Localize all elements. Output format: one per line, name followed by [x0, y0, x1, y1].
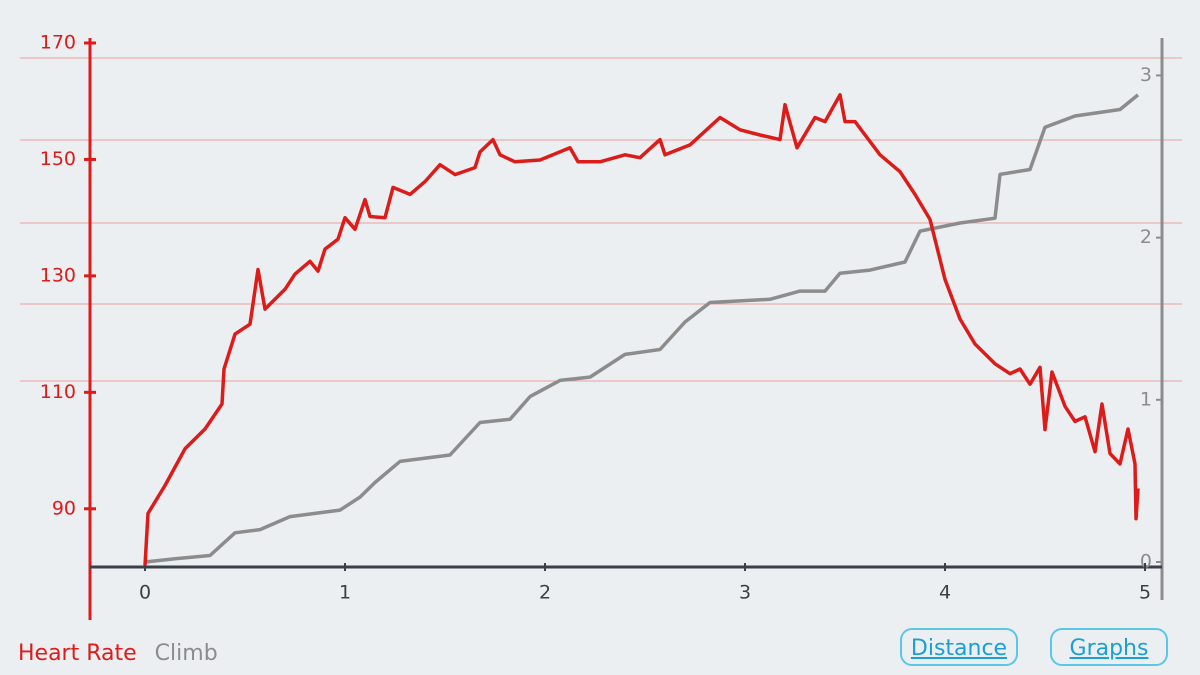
y2-tick-label: 1: [1140, 388, 1152, 410]
y2-tick-label: 0: [1140, 551, 1152, 573]
legend-label: Heart Rate: [18, 641, 137, 666]
y-tick-label: 110: [40, 381, 76, 403]
x-tick-label: 4: [939, 582, 951, 604]
x-tick-label: 2: [539, 582, 551, 604]
background-lines: [20, 57, 1182, 382]
graphs-button[interactable]: Graphs: [1050, 628, 1168, 666]
y-tick-label: 90: [52, 497, 76, 519]
legend-label: Climb: [155, 641, 218, 666]
x-tick-label: 5: [1139, 582, 1151, 604]
y-tick-label: 170: [40, 32, 76, 54]
x-tick-label: 0: [139, 582, 151, 604]
distance-button[interactable]: Distance: [900, 628, 1018, 666]
y-tick-label: 150: [40, 148, 76, 170]
y2-tick-label: 2: [1140, 226, 1152, 248]
y2-tick-label: 3: [1140, 64, 1152, 86]
y-tick-label: 130: [40, 264, 76, 286]
series-line: [144, 93, 1140, 564]
series-line: [143, 93, 1140, 566]
x-tick-label: 3: [739, 582, 751, 604]
x-tick-label: 1: [339, 582, 351, 604]
